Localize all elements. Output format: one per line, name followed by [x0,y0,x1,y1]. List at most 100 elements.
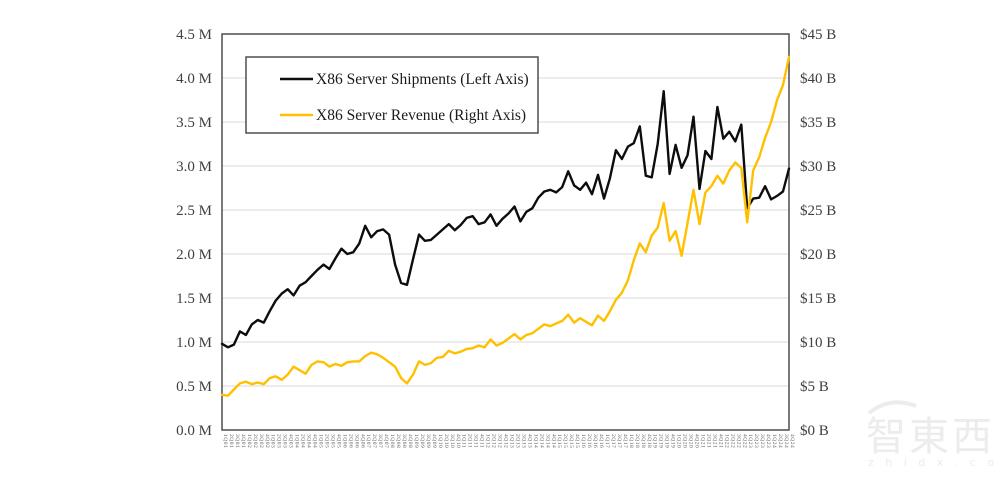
x-axis-tick: 2Q07 [371,434,377,448]
x-axis-tick: 1Q09 [413,434,419,448]
x-axis-tick: 1Q07 [365,434,371,448]
x-axis-tick: 4Q10 [455,434,461,448]
x-axis-tick: 2Q02 [252,434,258,448]
x-axis-tick: 1Q23 [747,434,753,448]
left-axis-tick: 0.0 M [176,423,212,439]
right-axis-tick: $10 B [800,335,836,351]
x-axis-tick: 1Q21 [700,434,706,448]
right-axis-tick: $25 B [800,203,836,219]
x-axis-tick: 3Q16 [592,434,598,448]
x-axis-tick: 4Q06 [359,434,365,448]
x-axis-tick: 3Q15 [568,434,574,448]
x-axis-tick: 4Q15 [574,434,580,448]
watermark-brand-text: 智東西 [866,414,995,460]
zhidx-watermark: 智東西 z h i d x . c o m [866,400,1000,469]
right-axis-tick: $15 B [800,291,836,307]
right-axis-tick: $0 B [800,423,829,439]
x-axis-tick: 3Q22 [735,434,741,448]
x-axis-tick: 2Q19 [658,434,664,448]
x-axis-tick: 4Q16 [598,434,604,448]
x-axis-tick: 1Q02 [246,434,252,448]
x-axis-tick: 3Q03 [282,434,288,448]
x-axis-tick: 3Q17 [616,434,622,448]
x-axis-tick: 1Q14 [532,434,538,448]
x-axis-tick: 3Q19 [664,434,670,448]
x-axis-tick: 1Q12 [485,434,491,448]
x-axis-tick: 3Q13 [520,434,526,448]
x-axis-tick: 4Q22 [741,434,747,448]
x-axis-tick-labels: 1Q01 2Q01 3Q01 4Q01 1Q02 2Q02 3Q02 4Q02 1Q03 2Q03… [222,434,795,448]
x-axis-tick: 3Q09 [425,434,431,448]
legend-box [245,56,539,134]
x-axis-tick: 1Q11 [461,434,467,448]
x-axis-tick: 3Q20 [688,434,694,448]
x-axis-tick: 3Q21 [711,434,717,448]
x-axis-tick: 2Q03 [276,434,282,448]
x-axis-tick: 1Q16 [580,434,586,448]
x-axis-tick: 2Q17 [610,434,616,448]
x-axis-tick: 4Q19 [670,434,676,448]
left-axis-tick: 0.5 M [176,379,212,395]
x-axis-tick: 4Q12 [503,434,509,448]
x-axis-tick: 4Q18 [646,434,652,448]
x-axis-tick: 4Q17 [622,434,628,448]
x-axis-tick: 2Q01 [228,434,234,448]
left-axis-tick-labels: 0.0 M 0.5 M 1.0 M 1.5 M 2.0 M 2.5 M 3.0 M 3.5 M… [176,27,212,439]
x-axis-tick: 1Q04 [294,434,300,448]
x-axis-tick: 3Q02 [258,434,264,448]
right-axis-tick: $40 B [800,71,836,87]
x-axis-tick: 2Q08 [395,434,401,448]
left-axis-tick: 1.5 M [176,291,212,307]
left-axis-tick: 2.5 M [176,203,212,219]
x-axis-tick: 4Q03 [288,434,294,448]
x-axis-tick: 3Q01 [234,434,240,448]
x-axis-tick: 2Q24 [777,434,783,448]
right-axis-tick: $30 B [800,159,836,175]
x-axis-tick: 3Q08 [401,434,407,448]
x-axis-tick: 2Q18 [634,434,640,448]
x-axis-tick: 1Q13 [509,434,515,448]
x-axis-tick: 2Q12 [491,434,497,448]
legend-label-revenue: X86 Server Revenue (Right Axis) [316,107,526,124]
x-axis-tick: 4Q21 [717,434,723,448]
x-axis-tick: 2Q09 [419,434,425,448]
x-axis-tick: 3Q07 [377,434,383,448]
x-axis-tick: 4Q11 [479,434,485,448]
x-axis-tick: 2Q10 [443,434,449,448]
x-axis-tick: 1Q01 [222,434,228,448]
x-axis-tick: 1Q22 [723,434,729,448]
x-axis-tick: 1Q24 [771,434,777,448]
watermark-url-text: z h i d x . c o m [868,456,1000,469]
x-axis-tick: 2Q14 [538,434,544,448]
right-axis-tick: $45 B [800,27,836,43]
x-axis-tick: 4Q01 [240,434,246,448]
x-axis-tick: 4Q24 [789,434,795,448]
left-axis-tick: 1.0 M [176,335,212,351]
x-axis-tick: 2Q06 [347,434,353,448]
series-line-revenue [220,55,791,397]
x-axis-tick: 4Q13 [526,434,532,448]
x-axis-tick: 4Q09 [431,434,437,448]
x-axis-tick: 2Q05 [324,434,330,448]
x-axis-tick: 3Q06 [353,434,359,448]
x-axis-tick: 2Q16 [586,434,592,448]
plot-area-border [221,33,790,431]
x-axis-tick: 3Q11 [473,434,479,448]
right-axis-tick: $35 B [800,115,836,131]
x-axis-tick: 1Q19 [652,434,658,448]
x-axis-tick: 2Q22 [729,434,735,448]
x-axis-tick: 2Q23 [753,434,759,448]
left-axis-tick: 3.5 M [176,115,212,131]
left-axis-tick: 4.5 M [176,27,212,43]
x-axis-tick: 3Q18 [640,434,646,448]
x-axis-tick: 3Q10 [449,434,455,448]
x-axis-tick: 3Q04 [306,434,312,448]
x-axis-tick: 4Q14 [550,434,556,448]
right-axis-tick-labels: $0 B $5 B $10 B $15 B $20 B $25 B $30 B $35 B $4… [800,27,836,439]
x-axis-tick: 4Q05 [335,434,341,448]
x-axis-tick: 1Q15 [556,434,562,448]
left-axis-tick: 3.0 M [176,159,212,175]
x-axis-tick: 2Q11 [467,434,473,448]
x-axis-tick: 2Q21 [705,434,711,448]
